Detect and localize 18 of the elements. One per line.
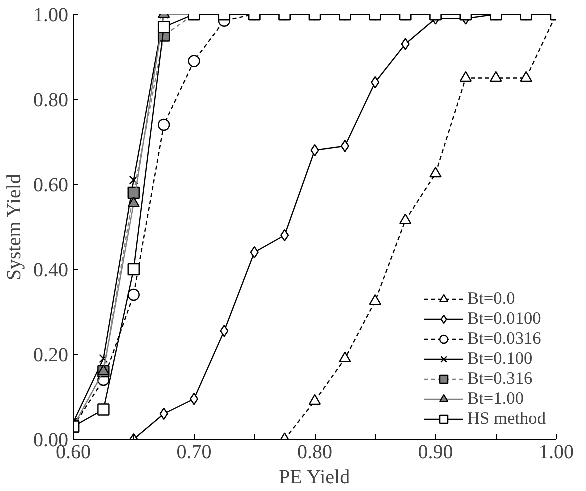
x-tick-label: 0.80 (298, 442, 332, 464)
x-tick-label: 0.70 (176, 442, 212, 464)
y-tick-label: 0.20 (34, 344, 68, 366)
x-tick-label: 0.90 (418, 442, 454, 464)
legend-label: Bt=0.0316 (468, 329, 542, 349)
x-axis-title: PE Yield (279, 466, 350, 488)
x-tick-label: 1.00 (539, 442, 574, 464)
y-tick-label: 0.80 (34, 90, 68, 112)
legend-label: HS method (468, 409, 546, 429)
legend-label: Bt=0.316 (468, 369, 533, 389)
y-tick-label: 0.40 (34, 260, 68, 282)
y-tick-label: 0.60 (34, 174, 68, 196)
legend-label: Bt=0.100 (468, 349, 533, 369)
y-axis-title: System Yield (4, 174, 26, 281)
legend-label: Bt=1.00 (468, 389, 524, 409)
legend-label: Bt=0.0 (468, 289, 516, 309)
y-tick-label: 1.00 (34, 4, 68, 26)
legend-label: Bt=0.0100 (468, 309, 542, 329)
